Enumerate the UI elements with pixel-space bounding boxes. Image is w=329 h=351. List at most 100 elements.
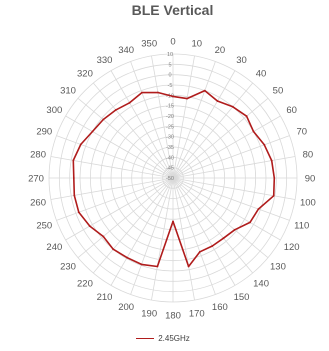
grid-spoke: [56, 177, 174, 221]
series-point: [249, 221, 251, 224]
grid-spoke: [110, 177, 174, 286]
series-point: [126, 256, 128, 259]
series-point: [102, 118, 105, 121]
grid-spoke: [172, 115, 281, 179]
angle-tick-label: 330: [97, 55, 113, 66]
series-layer: [72, 89, 276, 268]
grid-spoke: [77, 177, 174, 259]
angle-tick-label: 200: [118, 302, 134, 313]
grid-spoke: [172, 177, 296, 200]
grid-spoke: [92, 82, 174, 179]
series-point: [270, 159, 273, 162]
series-point: [203, 89, 206, 92]
series-point: [222, 237, 225, 240]
angle-tick-label: 20: [215, 45, 226, 56]
series-point: [112, 248, 115, 251]
radial-tick-label: -25: [166, 124, 174, 130]
grid-spoke: [172, 177, 269, 259]
angle-tick-label: 120: [284, 242, 300, 253]
angle-tick-label: 230: [60, 262, 76, 273]
angle-tick-label: 250: [36, 220, 52, 231]
series-point: [73, 194, 76, 197]
legend-swatch-2-45ghz: [136, 338, 154, 340]
series-point: [233, 228, 236, 231]
legend: 2.45GHz: [136, 334, 190, 343]
angle-tick-label: 40: [256, 69, 267, 80]
radial-tick-label: -35: [166, 145, 174, 151]
angle-tick-label: 90: [305, 174, 316, 185]
series-point: [77, 211, 80, 214]
angle-tick-label: 310: [60, 85, 76, 96]
angle-tick-label: 350: [141, 39, 157, 50]
angle-tick-label: 30: [236, 55, 247, 66]
angle-tick-label: 320: [77, 69, 93, 80]
series-point: [216, 100, 219, 102]
angle-tick-label: 140: [253, 278, 269, 289]
series-point: [187, 265, 190, 268]
radial-tick-label: -40: [166, 155, 174, 161]
grid-spoke: [92, 177, 174, 274]
series-point: [211, 245, 214, 247]
grid-spoke: [65, 177, 174, 241]
radial-tick-label: -50: [166, 176, 174, 182]
angle-tick-label: 290: [36, 127, 52, 138]
angle-tick-label: 280: [30, 150, 46, 161]
radial-tick-label: -20: [166, 114, 174, 120]
series-point: [156, 265, 159, 268]
angle-tick-label: 110: [294, 220, 309, 231]
grid-spoke: [172, 177, 236, 286]
angle-tick-label: 10: [192, 39, 203, 50]
angle-tick-label: 240: [46, 242, 62, 253]
series-point: [172, 220, 174, 223]
series-point: [231, 105, 234, 108]
grid-spoke: [172, 177, 216, 295]
angle-tick-label: 270: [28, 174, 44, 185]
series-point: [199, 250, 201, 253]
series-point: [115, 109, 117, 111]
series-point: [172, 95, 174, 98]
series-point: [128, 101, 131, 104]
grid-spoke: [50, 177, 174, 200]
series-point: [72, 159, 75, 162]
grid-spoke: [172, 177, 195, 301]
angle-tick-label: 340: [118, 45, 134, 56]
series-point: [263, 143, 266, 146]
angle-tick-label: 160: [212, 302, 228, 313]
series-point: [72, 177, 75, 179]
radial-tick-label: -30: [166, 135, 174, 141]
radial-tick-label: -15: [166, 104, 174, 110]
series-point: [252, 130, 255, 133]
grid-spoke: [130, 61, 174, 179]
angle-tick-label: 300: [46, 105, 62, 116]
radial-tick-label: -45: [166, 166, 174, 172]
grid-spoke: [172, 70, 236, 179]
chart-title: BLE Vertical: [131, 2, 214, 18]
legend-label-2-45ghz: 2.45GHz: [158, 334, 190, 343]
angle-tick-label: 60: [286, 105, 297, 116]
radial-tick-label: 5: [168, 62, 171, 68]
series-point: [273, 177, 276, 179]
radial-tick-label: 10: [167, 52, 173, 58]
angle-tick-label: 170: [189, 308, 205, 319]
angle-tick-label: 210: [97, 292, 113, 303]
angle-tick-label: 50: [273, 85, 284, 96]
series-point: [272, 194, 275, 197]
grid-spoke: [172, 55, 195, 179]
grid-spoke: [50, 156, 174, 179]
series-point: [79, 143, 82, 146]
grid-spoke: [110, 70, 174, 179]
angle-tick-label: 260: [30, 197, 46, 208]
angle-tick-label: 180: [165, 311, 181, 322]
series-point: [88, 225, 91, 228]
series-point: [186, 97, 188, 100]
grid-spoke: [172, 156, 296, 179]
angle-tick-label: 80: [303, 150, 314, 161]
grid-spoke: [151, 55, 174, 179]
series-point: [141, 91, 143, 94]
series-point: [102, 235, 105, 238]
series-point: [157, 91, 159, 94]
angle-tick-label: 220: [77, 278, 93, 289]
radial-tick-label: 0: [168, 73, 171, 79]
grid-spoke: [172, 61, 216, 179]
